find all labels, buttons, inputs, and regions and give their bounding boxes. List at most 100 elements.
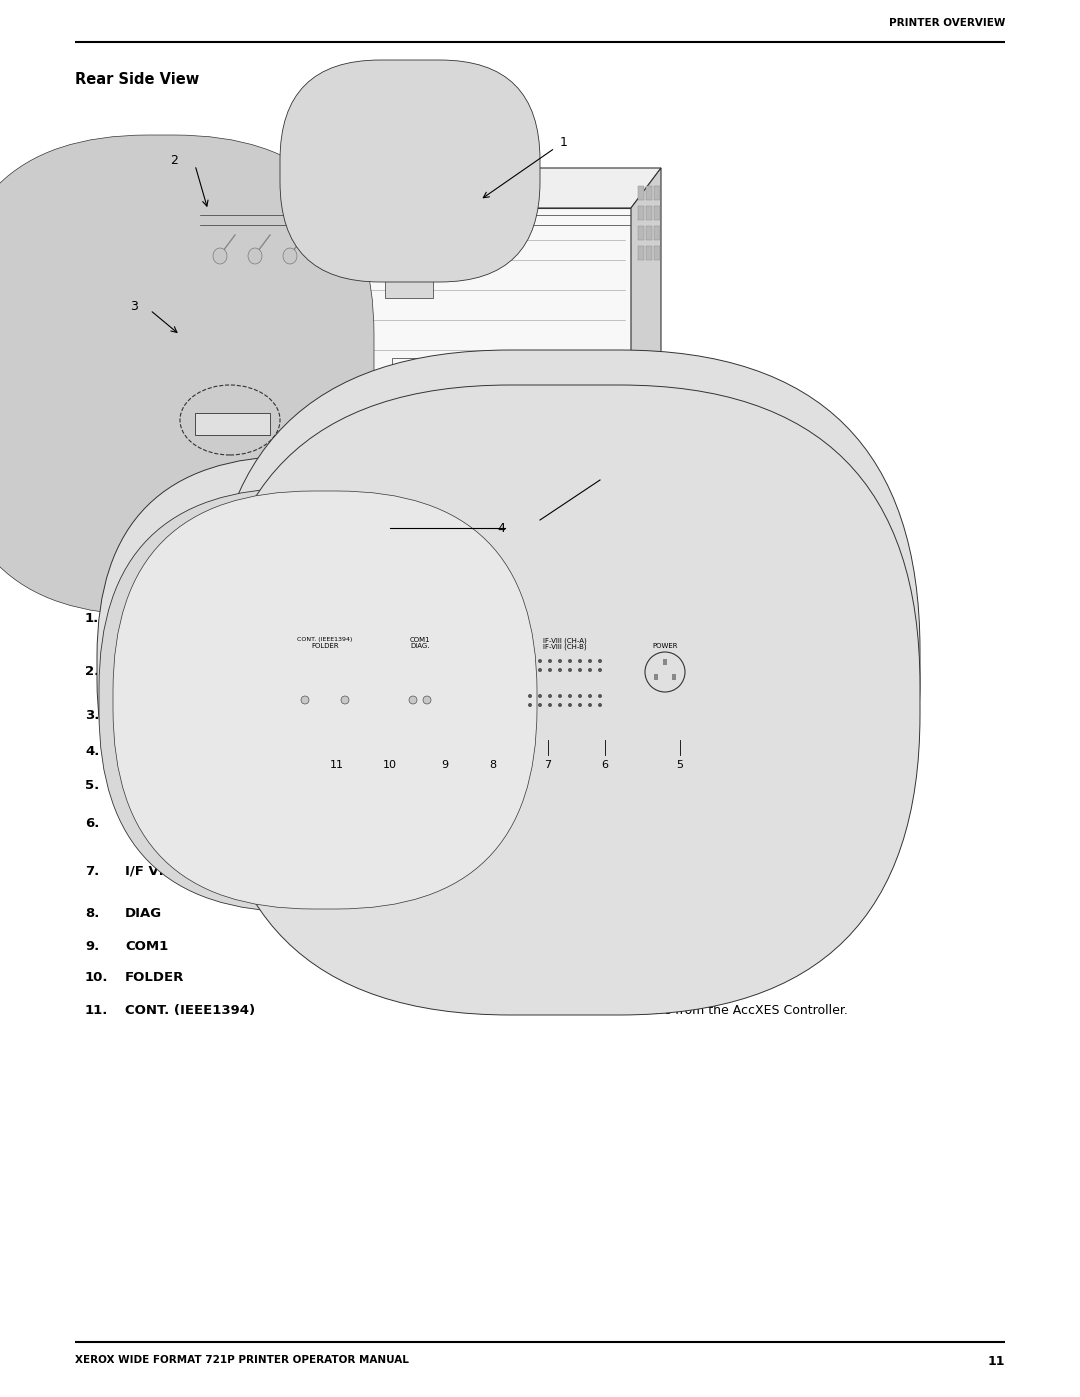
Circle shape [598, 703, 602, 707]
Ellipse shape [248, 249, 262, 264]
Circle shape [558, 668, 562, 672]
Circle shape [548, 694, 552, 698]
Text: 9: 9 [442, 760, 448, 770]
Circle shape [301, 696, 309, 704]
FancyBboxPatch shape [97, 455, 553, 880]
Circle shape [426, 665, 431, 671]
Circle shape [578, 703, 582, 707]
Text: CONT. (IEEE1394): CONT. (IEEE1394) [125, 1004, 255, 1017]
Circle shape [409, 665, 415, 671]
Polygon shape [178, 208, 631, 490]
Circle shape [598, 694, 602, 698]
Circle shape [558, 703, 562, 707]
Text: Connect the Interface Cable from the AccXES Controller here.
(37 pins) (Not Used: Connect the Interface Cable from the Acc… [495, 817, 881, 847]
Text: 1.: 1. [85, 612, 99, 624]
Circle shape [568, 668, 572, 672]
Circle shape [578, 694, 582, 698]
Bar [195, 414, 270, 434]
Polygon shape [561, 490, 640, 560]
Text: 11.: 11. [85, 1004, 108, 1017]
Text: IF-VIII (CH-A): IF-VIII (CH-A) [543, 637, 586, 644]
Circle shape [588, 703, 592, 707]
Text: 3: 3 [130, 299, 138, 313]
Bar [646, 205, 652, 219]
Circle shape [578, 668, 582, 672]
Bar [646, 226, 652, 240]
Circle shape [538, 659, 542, 664]
Text: Power (220 VAC): Power (220 VAC) [125, 780, 251, 792]
Circle shape [568, 659, 572, 664]
Text: Connect the cable from scanner here.: Connect the cable from scanner here. [495, 665, 732, 678]
Circle shape [423, 696, 431, 704]
Bar [654, 673, 658, 680]
Circle shape [528, 668, 532, 672]
Text: FOLDER: FOLDER [125, 971, 185, 983]
Bar [384, 268, 433, 298]
Text: Not Used: Not Used [495, 971, 552, 983]
Text: Connect to a suitable power outlet.: Connect to a suitable power outlet. [495, 745, 716, 759]
Text: COM1: COM1 [125, 940, 168, 953]
FancyBboxPatch shape [198, 454, 642, 882]
Text: I/F VIII (CH-B): I/F VIII (CH-B) [125, 817, 227, 830]
Text: 11: 11 [330, 760, 345, 770]
FancyBboxPatch shape [210, 386, 920, 1016]
Bar [638, 246, 644, 260]
Circle shape [548, 703, 552, 707]
Bar [638, 186, 644, 200]
Text: 6.: 6. [85, 817, 99, 830]
Text: 11: 11 [987, 1355, 1005, 1368]
Text: 8: 8 [489, 760, 497, 770]
Text: 3.: 3. [85, 710, 99, 722]
Bar [646, 246, 652, 260]
Polygon shape [144, 250, 178, 420]
Circle shape [598, 659, 602, 664]
Text: 2.: 2. [85, 665, 99, 678]
Text: 7.: 7. [85, 865, 99, 877]
Text: 4: 4 [497, 521, 505, 535]
Text: Top Rear Cover: Top Rear Cover [125, 612, 239, 624]
FancyBboxPatch shape [113, 490, 537, 909]
Bar [654, 246, 660, 260]
Circle shape [598, 668, 602, 672]
Text: CONT. (IEEE1394): CONT. (IEEE1394) [297, 637, 353, 643]
FancyBboxPatch shape [99, 488, 551, 912]
Text: 1: 1 [561, 137, 568, 149]
Text: 8.: 8. [85, 907, 99, 921]
Bar [291, 630, 720, 740]
Text: 6: 6 [602, 760, 608, 770]
Text: 4.: 4. [85, 745, 99, 759]
Circle shape [341, 696, 349, 704]
Circle shape [538, 703, 542, 707]
Text: Not Used: Not Used [495, 940, 552, 953]
Circle shape [588, 694, 592, 698]
Circle shape [409, 696, 417, 704]
Bar [646, 186, 652, 200]
Ellipse shape [353, 249, 367, 264]
Circle shape [558, 694, 562, 698]
Text: PRINTER OVERVIEW: PRINTER OVERVIEW [889, 18, 1005, 28]
Circle shape [588, 668, 592, 672]
Text: I/F Connector for Scanner
(IEEE1394): I/F Connector for Scanner (IEEE1394) [125, 665, 318, 694]
Circle shape [300, 664, 310, 673]
Text: IF-VIII (CH-B): IF-VIII (CH-B) [543, 643, 586, 650]
Circle shape [528, 659, 532, 664]
Bar [672, 673, 676, 680]
Text: 5.: 5. [85, 780, 99, 792]
Circle shape [588, 659, 592, 664]
Bar [392, 358, 418, 386]
Bar [654, 205, 660, 219]
Circle shape [340, 664, 350, 673]
Text: Exit Cover: Exit Cover [125, 710, 201, 722]
Text: POWER: POWER [652, 643, 678, 650]
Polygon shape [631, 168, 661, 490]
Text: 10: 10 [383, 760, 397, 770]
FancyBboxPatch shape [280, 60, 540, 282]
Text: Service use only.: Service use only. [495, 907, 600, 921]
Text: 5: 5 [676, 760, 684, 770]
Text: Open to clear media jams.: Open to clear media jams. [495, 710, 661, 722]
Circle shape [548, 668, 552, 672]
Text: I/F VIII (CH-A): I/F VIII (CH-A) [125, 865, 227, 877]
Text: FOLDER: FOLDER [311, 643, 339, 650]
Text: Pull the handle and open to clear media jams.: Pull the handle and open to clear media … [495, 612, 784, 624]
Circle shape [568, 703, 572, 707]
